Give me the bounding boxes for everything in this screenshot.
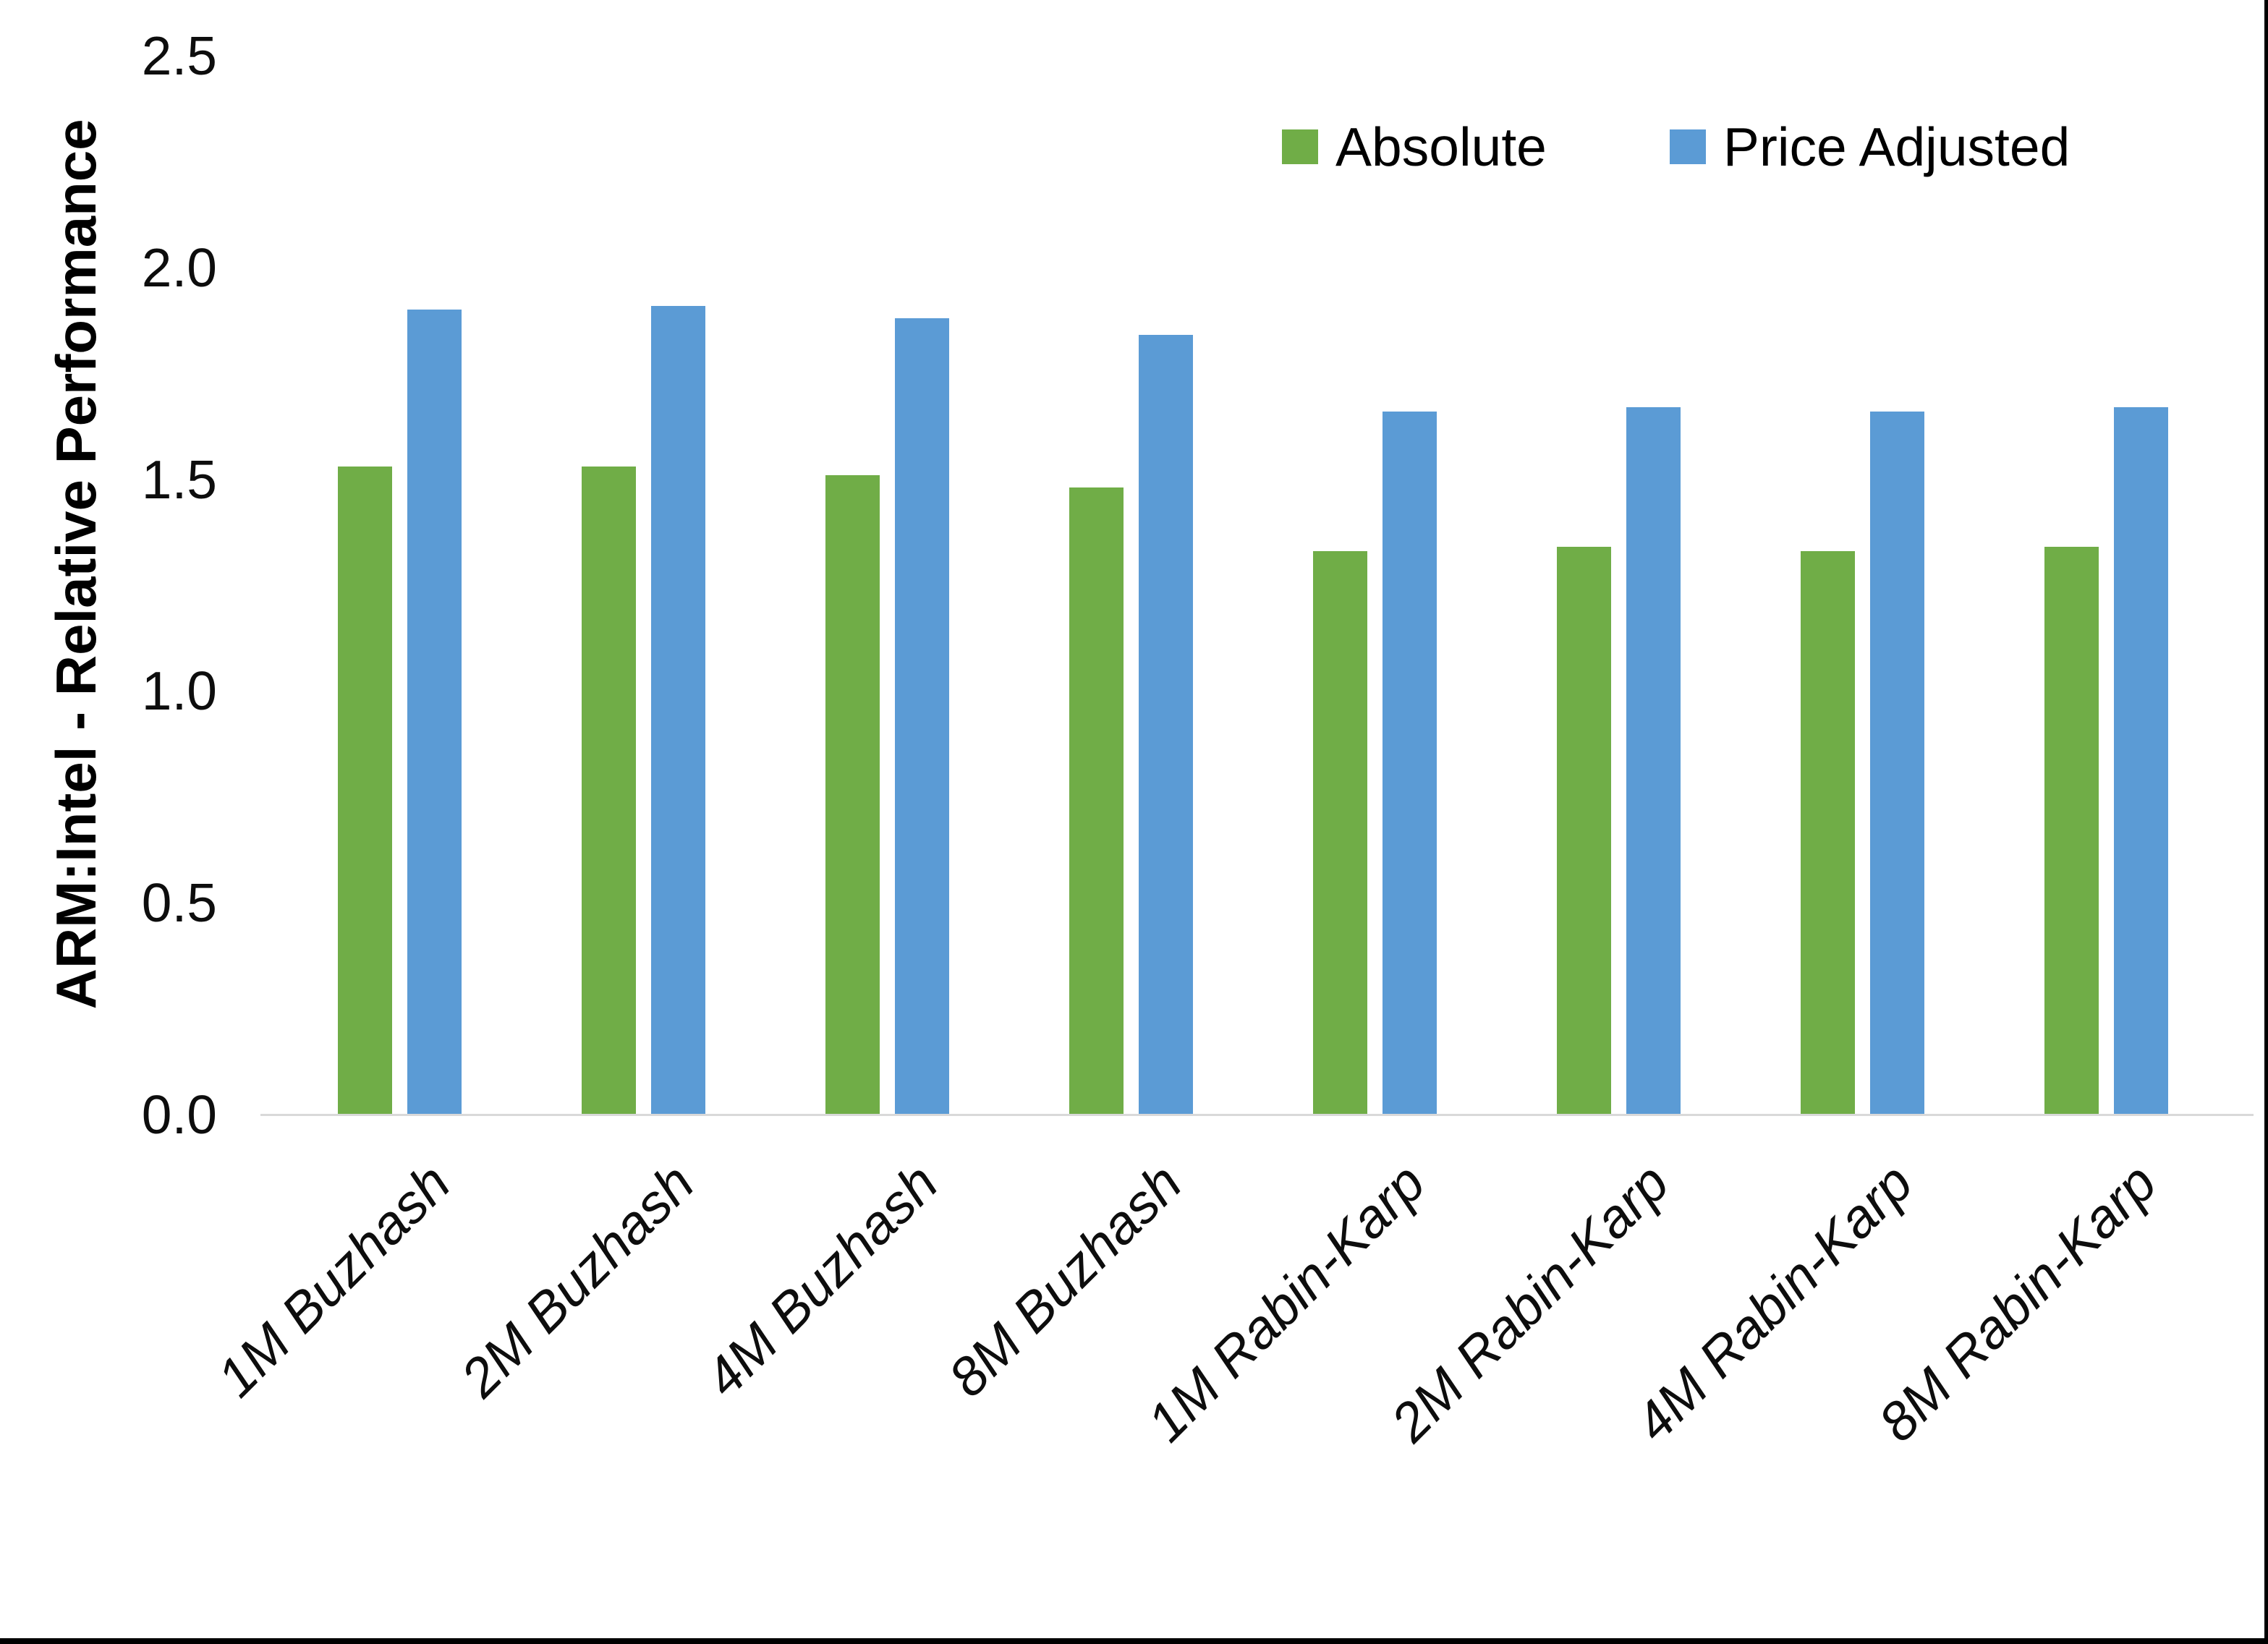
x-axis-line: [260, 1114, 2254, 1116]
bar-price-adjusted-4m-rabin-karp: [1870, 411, 1924, 1115]
x-axis-label-1m-buzhash: 1M Buzhash: [205, 1151, 462, 1408]
bar-price-adjusted-8m-rabin-karp: [2114, 407, 2168, 1115]
y-tick-label-0.5: 0.5: [141, 872, 217, 934]
legend: Absolute Price Adjusted: [1282, 116, 2070, 178]
bar-absolute-1m-buzhash: [338, 467, 392, 1115]
legend-item-absolute: Absolute: [1282, 116, 1547, 178]
frame-edge-right: [2264, 0, 2268, 1644]
bar-absolute-2m-buzhash: [582, 467, 636, 1115]
x-axis-label-4m-buzhash: 4M Buzhash: [692, 1151, 949, 1408]
bar-price-adjusted-1m-rabin-karp: [1383, 411, 1437, 1115]
bar-absolute-8m-rabin-karp: [2044, 547, 2099, 1115]
legend-swatch-absolute: [1282, 129, 1318, 164]
bar-absolute-4m-buzhash: [825, 474, 880, 1115]
y-tick-label-1.0: 1.0: [141, 660, 217, 722]
bar-price-adjusted-8m-buzhash: [1139, 335, 1193, 1115]
bar-price-adjusted-1m-buzhash: [407, 310, 462, 1115]
bar-absolute-8m-buzhash: [1069, 487, 1124, 1115]
x-axis-label-8m-buzhash: 8M Buzhash: [936, 1151, 1193, 1408]
bar-absolute-1m-rabin-karp: [1313, 551, 1367, 1115]
bar-absolute-4m-rabin-karp: [1801, 551, 1855, 1115]
y-tick-label-2.0: 2.0: [141, 237, 217, 298]
y-tick-label-1.5: 1.5: [141, 448, 217, 510]
legend-swatch-price-adjusted: [1669, 129, 1706, 164]
legend-item-price-adjusted: Price Adjusted: [1669, 116, 2070, 178]
x-axis-label-2m-buzhash: 2M Buzhash: [449, 1151, 705, 1408]
y-tick-label-0.0: 0.0: [141, 1084, 217, 1145]
bar-price-adjusted-2m-buzhash: [651, 305, 705, 1115]
y-tick-label-2.5: 2.5: [141, 25, 217, 86]
legend-label-absolute: Absolute: [1335, 116, 1547, 177]
legend-label-price-adjusted: Price Adjusted: [1723, 116, 2070, 177]
bar-price-adjusted-4m-buzhash: [895, 318, 949, 1115]
bar-absolute-2m-rabin-karp: [1557, 547, 1611, 1115]
bar-price-adjusted-2m-rabin-karp: [1626, 407, 1681, 1115]
frame-edge-bottom: [0, 1638, 2268, 1644]
